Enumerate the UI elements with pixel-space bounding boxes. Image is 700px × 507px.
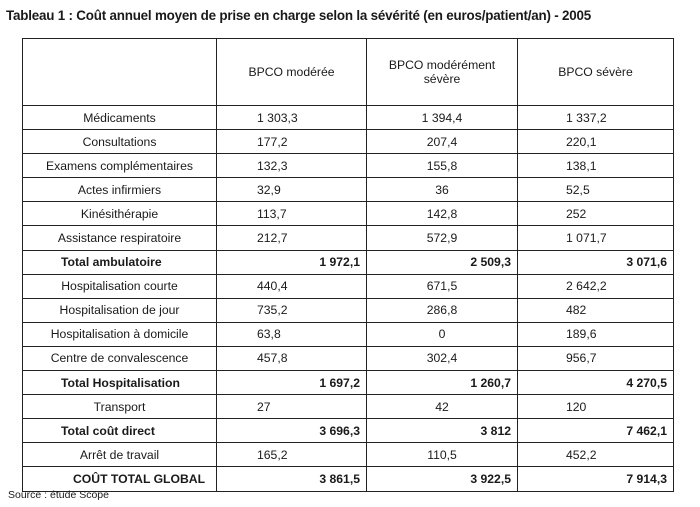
value-cell: 1 394,4 [366, 104, 518, 131]
table-title: Tableau 1 : Coût annuel moyen de prise e… [6, 8, 591, 23]
row-label: Total ambulatoire [22, 249, 217, 275]
value-cell: 1 972,1 [216, 249, 367, 275]
value-cell: 177,2 [216, 129, 367, 155]
value-cell: 252 [517, 201, 674, 227]
total-row: Total Hospitalisation 1 697,2 1 260,7 4 270… [22, 370, 674, 396]
value-cell: 2 509,3 [366, 249, 518, 275]
row-label: Kinésithérapie [22, 201, 217, 227]
value-cell: 3 922,5 [366, 466, 518, 492]
value-cell: 0 [366, 321, 518, 347]
value-cell: 138,1 [517, 153, 674, 179]
table-row: Assistance respiratoire 212,7 572,9 1 071,7 [22, 225, 674, 251]
table-row: Consultations 177,2 207,4 220,1 [22, 129, 674, 155]
row-label: Médicaments [22, 104, 217, 131]
value-cell: 36 [366, 177, 518, 203]
table-row: Arrêt de travail 165,2 110,5 452,2 [22, 442, 674, 468]
column-header: BPCO sévère [517, 38, 674, 106]
value-cell: 1 260,7 [366, 370, 518, 396]
value-cell: 52,5 [517, 177, 674, 203]
table-row: Transport 27 42 120 [22, 394, 674, 420]
table-row: Médicaments 1 303,3 1 394,4 1 337,2 [22, 104, 674, 131]
value-cell: 1 303,3 [216, 104, 367, 131]
value-cell: 113,7 [216, 201, 367, 227]
value-cell: 572,9 [366, 225, 518, 251]
value-cell: 7 462,1 [517, 418, 674, 444]
value-cell: 1 337,2 [517, 104, 674, 131]
table-row: Hospitalisation courte 440,4 671,5 2 642,2 [22, 273, 674, 299]
value-cell: 165,2 [216, 442, 367, 468]
value-cell: 110,5 [366, 442, 518, 468]
value-cell: 189,6 [517, 321, 674, 347]
value-cell: 2 642,2 [517, 273, 674, 299]
value-cell: 735,2 [216, 297, 367, 323]
value-cell: 32,9 [216, 177, 367, 203]
value-cell: 440,4 [216, 273, 367, 299]
value-cell: 63,8 [216, 321, 367, 347]
value-cell: 302,4 [366, 345, 518, 372]
row-label: Total Hospitalisation [22, 370, 217, 396]
row-label: Examens complémentaires [22, 153, 217, 179]
value-cell: 1 697,2 [216, 370, 367, 396]
value-cell: 3 696,3 [216, 418, 367, 444]
value-cell: 3 071,6 [517, 249, 674, 275]
column-header: BPCO modérément sévère [366, 38, 518, 106]
row-label: Arrêt de travail [22, 442, 217, 468]
value-cell: 132,3 [216, 153, 367, 179]
table-row: Centre de convalescence 457,8 302,4 956,7 [22, 345, 674, 372]
value-cell: 42 [366, 394, 518, 420]
column-header: BPCO modérée [216, 38, 367, 106]
cost-table: BPCO modérée BPCO modérément sévère BPCO… [22, 38, 674, 492]
row-label: Centre de convalescence [22, 345, 217, 372]
row-label: Assistance respiratoire [22, 225, 217, 251]
value-cell: 482 [517, 297, 674, 323]
value-cell: 457,8 [216, 345, 367, 372]
value-cell: 142,8 [366, 201, 518, 227]
row-label: Actes infirmiers [22, 177, 217, 203]
table-row: Examens complémentaires 132,3 155,8 138,1 [22, 153, 674, 179]
table-row: Actes infirmiers 32,9 36 52,5 [22, 177, 674, 203]
table-row: Hospitalisation à domicile 63,8 0 189,6 [22, 321, 674, 347]
value-cell: 220,1 [517, 129, 674, 155]
value-cell: 3 812 [366, 418, 518, 444]
value-cell: 286,8 [366, 297, 518, 323]
value-cell: 452,2 [517, 442, 674, 468]
value-cell: 27 [216, 394, 367, 420]
row-label: Hospitalisation à domicile [22, 321, 217, 347]
value-cell: 1 071,7 [517, 225, 674, 251]
total-row: Total coût direct 3 696,3 3 812 7 462,1 [22, 418, 674, 444]
table-row: Hospitalisation de jour 735,2 286,8 482 [22, 297, 674, 323]
header-empty-cell [22, 38, 217, 106]
row-label: Hospitalisation courte [22, 273, 217, 299]
source-note: Source : étude Scope [8, 489, 109, 501]
value-cell: 7 914,3 [517, 466, 674, 492]
value-cell: 956,7 [517, 345, 674, 372]
row-label: Hospitalisation de jour [22, 297, 217, 323]
value-cell: 155,8 [366, 153, 518, 179]
value-cell: 120 [517, 394, 674, 420]
header-row: BPCO modérée BPCO modérément sévère BPCO… [22, 38, 674, 106]
value-cell: 207,4 [366, 129, 518, 155]
value-cell: 212,7 [216, 225, 367, 251]
total-row: Total ambulatoire 1 972,1 2 509,3 3 071,6 [22, 249, 674, 275]
row-label: COÛT TOTAL GLOBAL [22, 466, 217, 492]
total-row: COÛT TOTAL GLOBAL 3 861,5 3 922,5 7 914,3 [22, 466, 674, 492]
row-label: Consultations [22, 129, 217, 155]
value-cell: 3 861,5 [216, 466, 367, 492]
value-cell: 671,5 [366, 273, 518, 299]
row-label: Transport [22, 394, 217, 420]
table-row: Kinésithérapie 113,7 142,8 252 [22, 201, 674, 227]
row-label: Total coût direct [22, 418, 217, 444]
value-cell: 4 270,5 [517, 370, 674, 396]
